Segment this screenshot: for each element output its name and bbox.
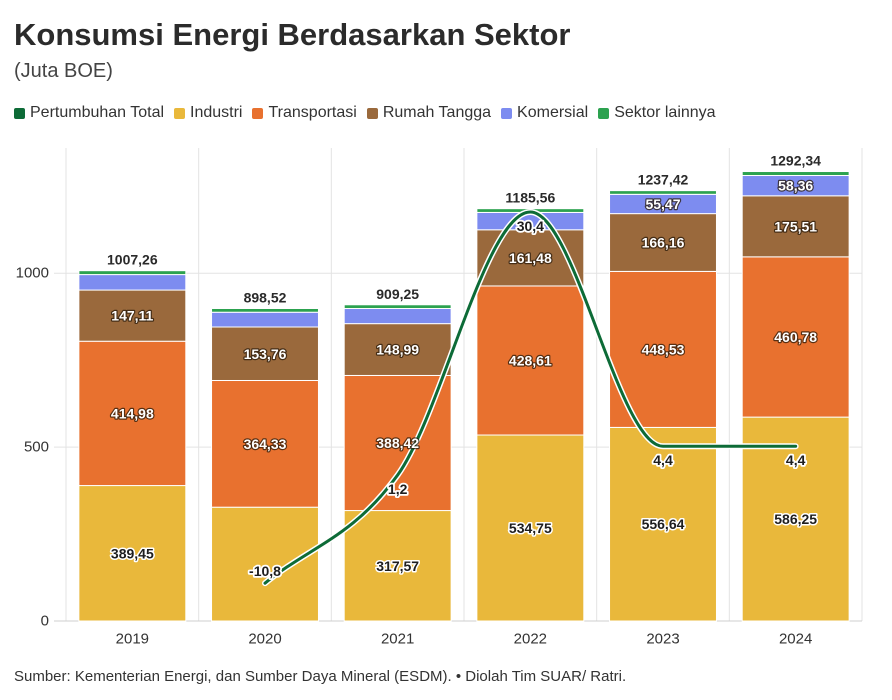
data-label-industri: 586,25	[774, 511, 817, 527]
legend-swatch	[366, 107, 378, 119]
bar-segment-industri-2021	[343, 510, 452, 622]
bar-segment-rumah-tangga-2019	[78, 289, 187, 342]
data-label-rumah-tangga: 166,16	[642, 235, 685, 251]
bar-segment-rumah-tangga-2020	[211, 326, 319, 381]
x-tick-label: 2023	[646, 631, 679, 648]
data-label-rumah-tangga: 153,76	[244, 346, 287, 362]
total-label: 909,25	[376, 286, 419, 302]
bar-segment-industri-2023	[609, 426, 717, 622]
data-label-komersial: 58,36	[778, 178, 813, 194]
y-tick-label: 0	[41, 613, 49, 630]
growth-line-group	[262, 208, 799, 587]
bar-segment-sektor-lainnya-2021	[343, 304, 452, 310]
stacked-bars	[78, 171, 850, 622]
growth-label: 4,4	[653, 452, 673, 468]
legend-item-transportasi: Transportasi	[252, 103, 357, 123]
total-label: 1007,26	[107, 252, 158, 268]
x-tick-label: 2020	[248, 631, 281, 648]
data-label-rumah-tangga: 161,48	[509, 250, 552, 266]
legend-label: Komersial	[517, 104, 589, 121]
chart-subtitle: (Juta BOE)	[14, 60, 113, 82]
y-tick-label: 500	[24, 439, 49, 456]
legend-item-rumah-tangga: Rumah Tangga	[366, 103, 492, 123]
total-label: 1237,42	[638, 172, 689, 188]
data-label-industri: 556,64	[642, 516, 685, 532]
data-label-industri: 389,45	[111, 545, 154, 561]
legend-item-pertumbuhan-total: Pertumbuhan Total	[14, 103, 164, 123]
legend-item-industri: Industri	[174, 103, 242, 123]
bar-segment-rumah-tangga-2023	[609, 213, 717, 272]
segment-labels: 389,45 414,98 147,11 364,33 153,76 317,57 388,…	[109, 176, 818, 575]
bar-segment-transportasi-2022	[476, 285, 585, 436]
x-tick-label: 2024	[779, 631, 812, 648]
data-label-rumah-tangga: 148,99	[376, 342, 419, 358]
x-tick-label: 2019	[116, 631, 149, 648]
bar-segment-industri-2024	[741, 416, 850, 622]
total-label: 1292,34	[770, 153, 821, 169]
bar-segment-sektor-lainnya-2023	[609, 190, 717, 195]
x-tick-label: 2021	[381, 631, 414, 648]
bar-segment-rumah-tangga-2021	[343, 323, 452, 376]
growth-label: 1,2	[388, 481, 408, 497]
bar-segment-sektor-lainnya-2024	[741, 171, 850, 177]
legend-swatch	[174, 107, 186, 119]
bar-segment-komersial-2019	[78, 274, 187, 291]
bar-segment-industri-2020	[211, 506, 319, 622]
bar-segment-transportasi-2024	[741, 256, 850, 418]
data-label-rumah-tangga: 147,11	[111, 308, 153, 324]
y-tick-label: 1000	[16, 265, 49, 282]
total-label: 898,52	[244, 290, 287, 306]
bar-segment-industri-2022	[476, 434, 585, 622]
data-label-transportasi: 414,98	[111, 405, 154, 421]
growth-label: -10,8	[249, 563, 281, 579]
legend-label: Transportasi	[268, 104, 357, 121]
legend-swatch	[501, 107, 513, 119]
data-label-transportasi: 460,78	[774, 329, 817, 345]
axis-labels: 0 500 1000 2019 2020 2021 2022 2023 2024	[16, 265, 813, 648]
growth-label: 4,4	[786, 452, 806, 468]
data-label-rumah-tangga: 175,51	[774, 218, 817, 234]
growth-label: 30,4	[517, 218, 544, 234]
growth-labels: -10,8 1,2 30,4 4,4 4,4	[247, 216, 807, 581]
bar-segment-transportasi-2019	[78, 340, 187, 487]
data-label-transportasi: 448,53	[642, 341, 685, 357]
data-label-komersial: 55,47	[645, 196, 680, 212]
source-note: Sumber: Kementerian Energi, dan Sumber D…	[14, 668, 627, 685]
legend-item-sektor-lainnya: Sektor lainnya	[598, 103, 716, 123]
bar-segment-sektor-lainnya-2020	[211, 308, 319, 313]
bar-segment-industri-2019	[78, 485, 187, 622]
bar-segment-rumah-tangga-2024	[741, 195, 850, 258]
legend-label: Industri	[190, 104, 243, 121]
bar-segment-komersial-2021	[343, 308, 452, 325]
legend-swatch	[598, 107, 610, 119]
legend-label: Pertumbuhan Total	[30, 104, 165, 121]
data-label-transportasi: 364,33	[244, 436, 287, 452]
bar-segment-sektor-lainnya-2019	[78, 270, 187, 276]
legend-swatch	[252, 107, 264, 119]
x-tick-label: 2022	[514, 631, 547, 648]
legend-label: Sektor lainnya	[614, 104, 716, 121]
data-label-industri: 534,75	[509, 520, 552, 536]
legend-swatch	[14, 107, 25, 119]
bar-segment-komersial-2020	[211, 311, 319, 328]
total-labels: 1007,26 898,52 909,25 1185,56 1237,42 1292,34	[106, 151, 823, 307]
chart-title: Konsumsi Energi Berdasarkan Sektor	[14, 17, 571, 52]
legend-item-komersial: Komersial	[501, 103, 588, 123]
data-label-transportasi: 428,61	[509, 352, 552, 368]
data-label-transportasi: 388,42	[376, 435, 419, 451]
legend: Pertumbuhan Total Industri Transportasi …	[14, 103, 716, 123]
legend-label: Rumah Tangga	[382, 104, 492, 121]
bar-segment-transportasi-2020	[211, 379, 319, 508]
total-label: 1185,56	[505, 190, 555, 206]
data-label-industri: 317,57	[376, 558, 419, 574]
growth-line	[263, 210, 798, 585]
